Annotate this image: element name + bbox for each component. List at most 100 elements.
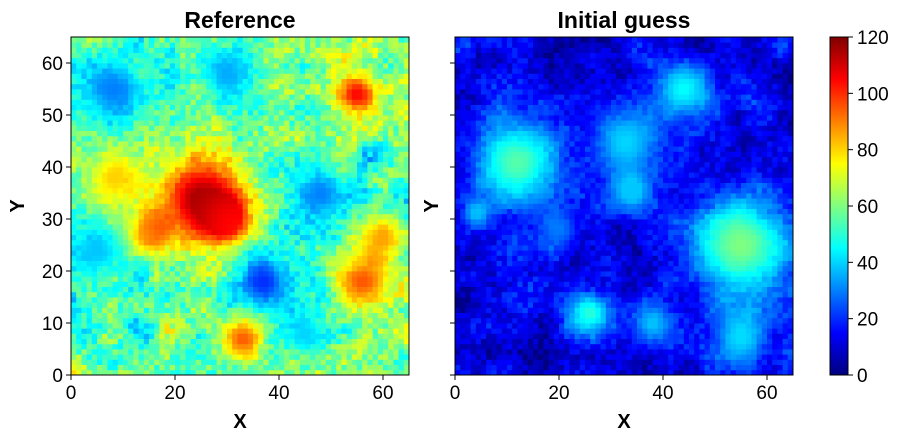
reference-cell: [367, 323, 373, 329]
reference-cell: [159, 83, 165, 90]
reference-cell: [76, 369, 82, 376]
reference-cell: [273, 219, 280, 225]
reference-cell: [227, 338, 233, 345]
reference-cell: [190, 286, 197, 293]
reference-cell: [398, 73, 405, 79]
reference-cell: [175, 109, 181, 116]
reference-cell: [372, 291, 379, 298]
initial-guess-cell: [455, 364, 461, 371]
initial-guess-cell: [730, 317, 737, 324]
reference-cell: [247, 286, 254, 293]
reference-cell: [315, 42, 321, 48]
reference-cell: [133, 245, 139, 251]
reference-cell: [315, 125, 321, 131]
reference-cell: [86, 83, 93, 90]
reference-cell: [138, 364, 145, 371]
reference-cell: [175, 208, 181, 215]
reference-cell: [164, 47, 171, 53]
reference-cell: [372, 255, 379, 261]
reference-cell: [289, 99, 295, 105]
reference-cell: [263, 369, 269, 376]
reference-cell: [133, 109, 139, 116]
reference-cell: [227, 172, 233, 178]
reference-cell: [76, 271, 82, 277]
reference-cell: [372, 224, 379, 230]
reference-cell: [143, 297, 150, 303]
initial-guess-cell: [527, 338, 534, 345]
reference-cell: [112, 281, 119, 287]
reference-cell: [227, 42, 233, 48]
reference-cell: [299, 141, 306, 147]
reference-cell: [159, 219, 165, 225]
reference-cell: [185, 120, 191, 126]
reference-cell: [195, 265, 202, 272]
reference-cell: [201, 208, 207, 215]
reference-cell: [237, 109, 243, 116]
initial-guess-cell: [746, 354, 752, 360]
reference-cell: [237, 73, 243, 79]
reference-cell: [310, 208, 316, 215]
reference-cell: [268, 208, 275, 215]
reference-cell: [263, 281, 269, 287]
initial-guess-cell: [512, 343, 518, 350]
reference-cell: [107, 172, 113, 178]
reference-cell: [175, 255, 181, 261]
reference-cell: [284, 338, 290, 345]
reference-cell: [154, 219, 160, 225]
reference-cell: [362, 260, 368, 267]
reference-cell: [383, 203, 389, 209]
reference-cell: [143, 83, 150, 90]
reference-cell: [325, 208, 332, 215]
reference-cell: [367, 213, 373, 220]
reference-cell: [227, 141, 233, 147]
reference-cell: [91, 73, 98, 79]
reference-cell: [232, 151, 238, 157]
reference-cell: [91, 234, 98, 241]
reference-cell: [227, 369, 233, 376]
initial-guess-cell: [559, 328, 565, 334]
reference-cell: [263, 104, 269, 111]
reference-cell: [242, 234, 249, 241]
reference-cell: [107, 135, 113, 142]
reference-cell: [367, 312, 373, 319]
reference-cell: [242, 364, 249, 371]
reference-cell: [175, 193, 181, 199]
reference-cell: [76, 234, 82, 241]
initial-guess-cell: [533, 359, 539, 365]
reference-cell: [284, 141, 290, 147]
initial-guess-cell: [647, 328, 653, 334]
reference-cell: [76, 104, 82, 111]
reference-cell: [138, 333, 145, 339]
reference-cell: [232, 109, 238, 116]
reference-cell: [268, 343, 275, 350]
initial-guess-cell: [486, 338, 492, 345]
initial-guess-cell: [585, 349, 591, 355]
initial-guess-cell: [777, 323, 783, 329]
reference-cell: [284, 250, 290, 256]
reference-cell: [294, 229, 301, 235]
reference-cell: [81, 239, 87, 246]
reference-cell: [351, 255, 358, 261]
reference-cell: [164, 104, 171, 111]
reference-cell: [190, 307, 197, 313]
reference-cell: [91, 182, 98, 189]
reference-cell: [149, 172, 155, 178]
initial-guess-cell: [725, 369, 731, 376]
initial-guess-cell: [668, 364, 674, 371]
reference-cell: [206, 78, 212, 85]
initial-guess-cell: [585, 317, 591, 324]
reference-cell: [138, 187, 145, 194]
reference-cell: [206, 312, 212, 319]
reference-cell: [263, 203, 269, 209]
reference-cell: [305, 312, 311, 319]
initial-guess-cell: [715, 328, 721, 334]
initial-guess-cell: [517, 354, 523, 360]
reference-cell: [123, 120, 129, 126]
reference-cell: [143, 343, 150, 350]
reference-cell: [372, 161, 379, 168]
reference-cell: [149, 78, 155, 85]
initial-guess-cell: [496, 317, 503, 324]
reference-cell: [91, 198, 98, 204]
reference-cell: [341, 57, 347, 64]
reference-cell: [133, 208, 139, 215]
